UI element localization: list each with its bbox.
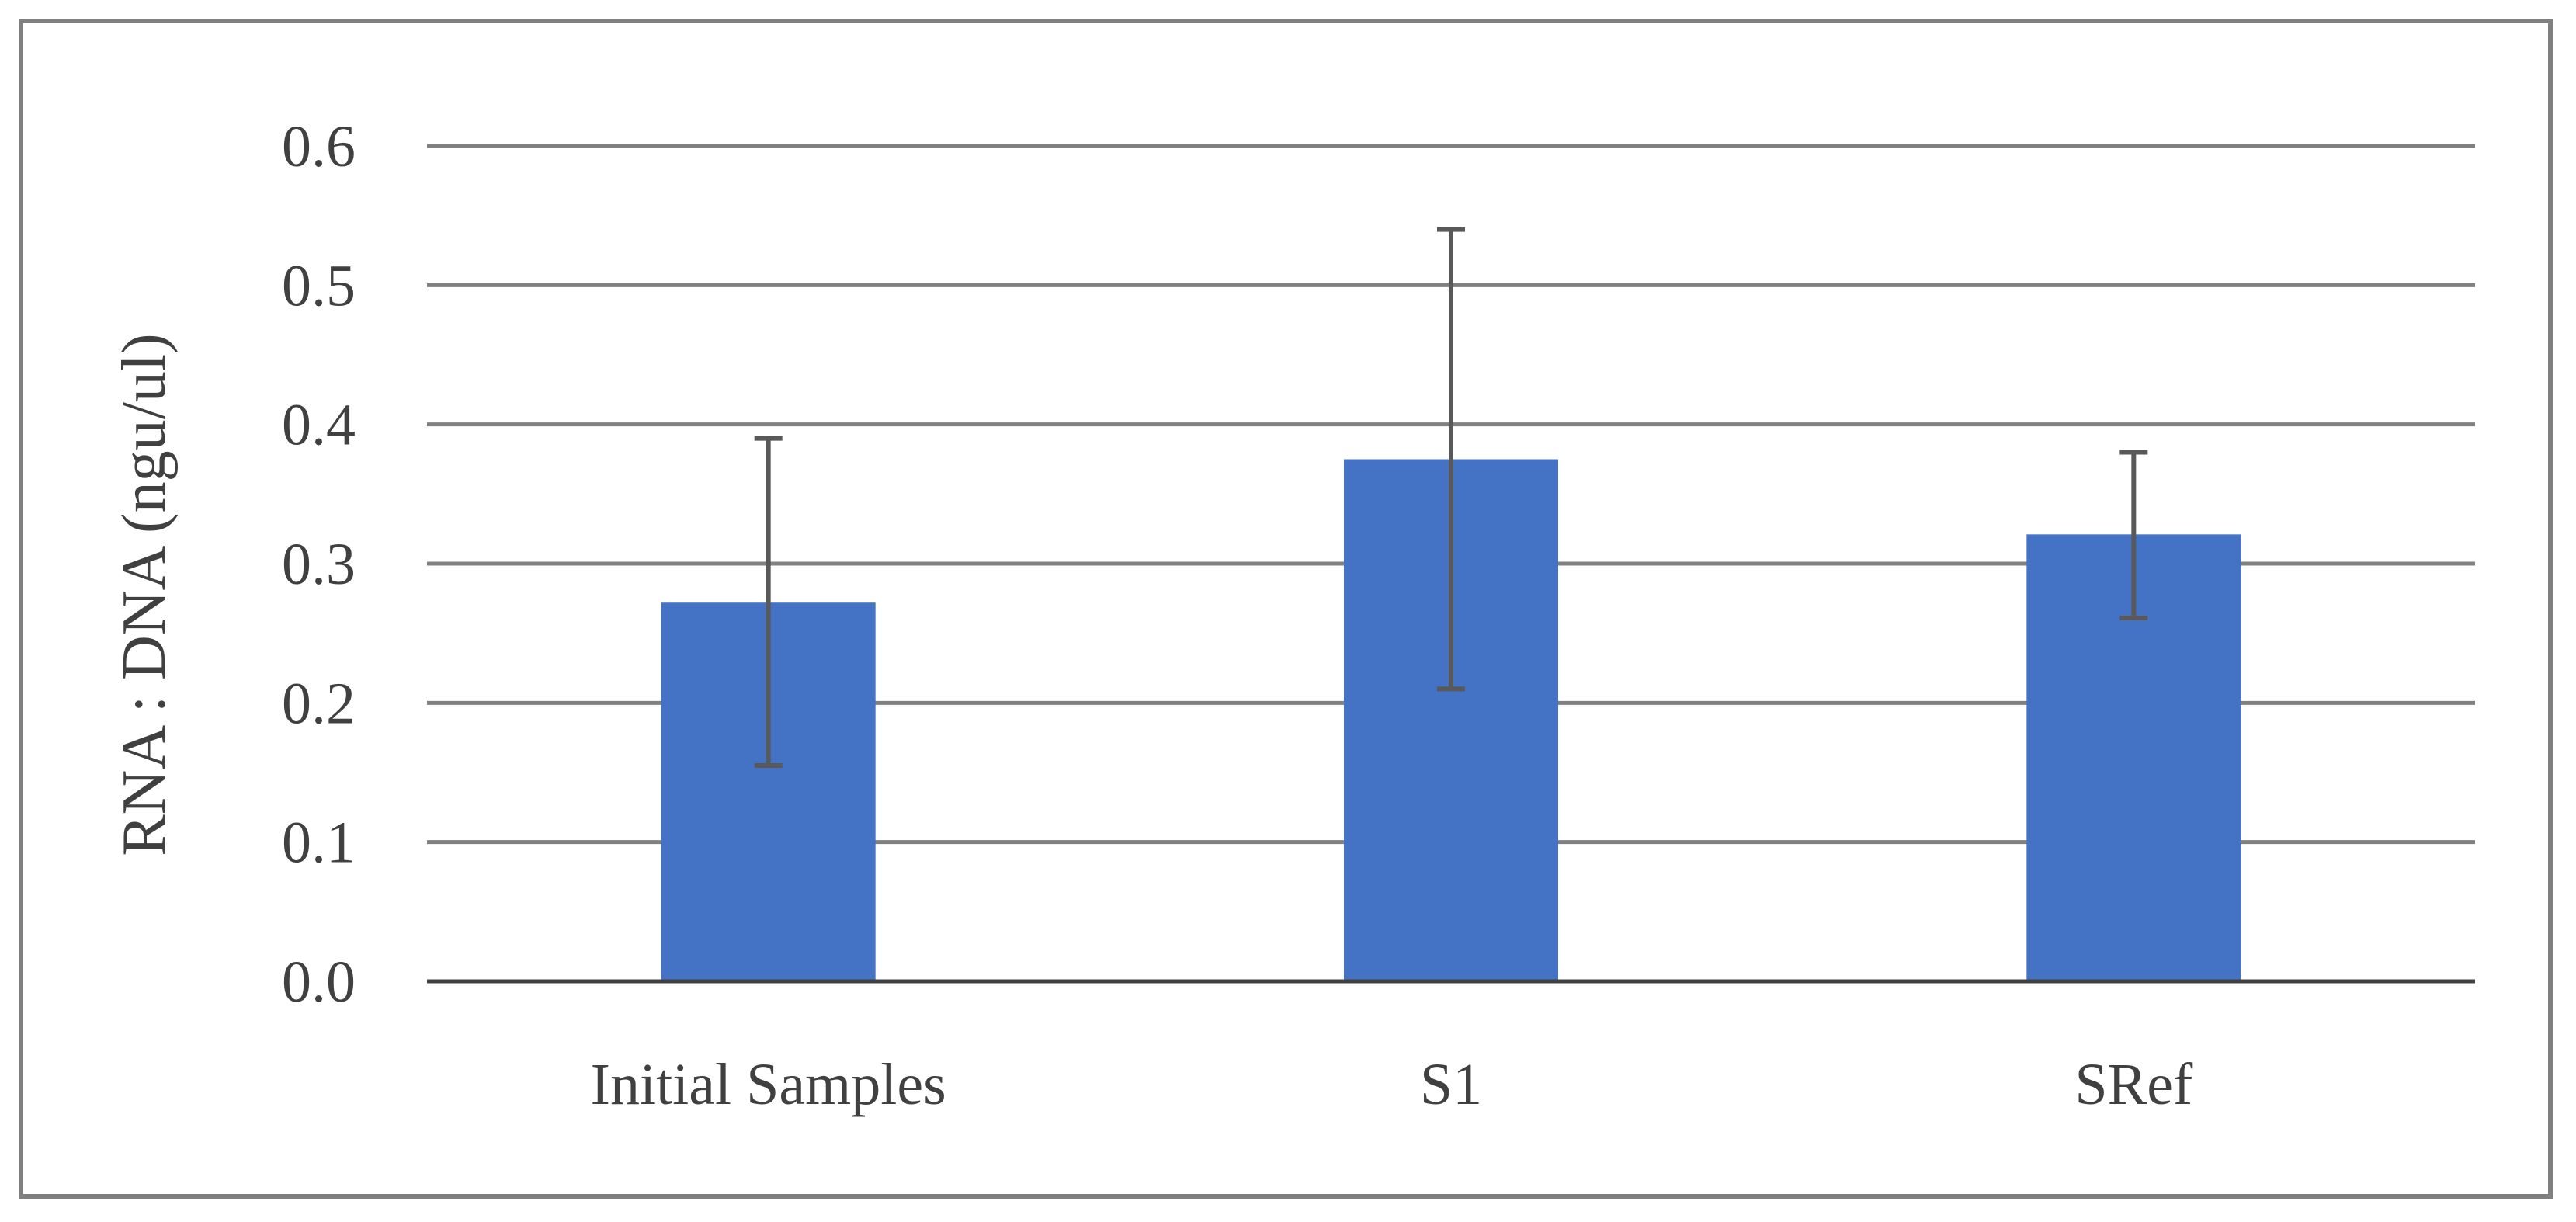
y-tick-label: 0.6	[282, 114, 356, 179]
error-bar	[754, 436, 783, 769]
y-tick-labels: 0.0 0.1 0.2 0.3 0.4 0.5 0.6	[282, 114, 356, 1015]
error-bar	[1437, 227, 1465, 692]
y-tick-label: 0.0	[282, 949, 356, 1015]
y-axis-title: RNA : DNA (ngu/ul)	[110, 333, 179, 856]
x-tick-label: S1	[1420, 1052, 1482, 1117]
y-tick-label: 0.4	[282, 393, 356, 458]
error-bar	[2119, 450, 2148, 620]
y-tick-label: 0.1	[282, 811, 356, 876]
y-tick-label: 0.5	[282, 253, 356, 318]
x-tick-label: Initial Samples	[591, 1052, 946, 1117]
x-tick-label: SRef	[2074, 1052, 2193, 1117]
y-tick-label: 0.2	[282, 671, 356, 736]
y-tick-label: 0.3	[282, 532, 356, 597]
error-bars	[754, 227, 2148, 769]
x-tick-labels: Initial Samples S1 SRef	[591, 1052, 2193, 1117]
